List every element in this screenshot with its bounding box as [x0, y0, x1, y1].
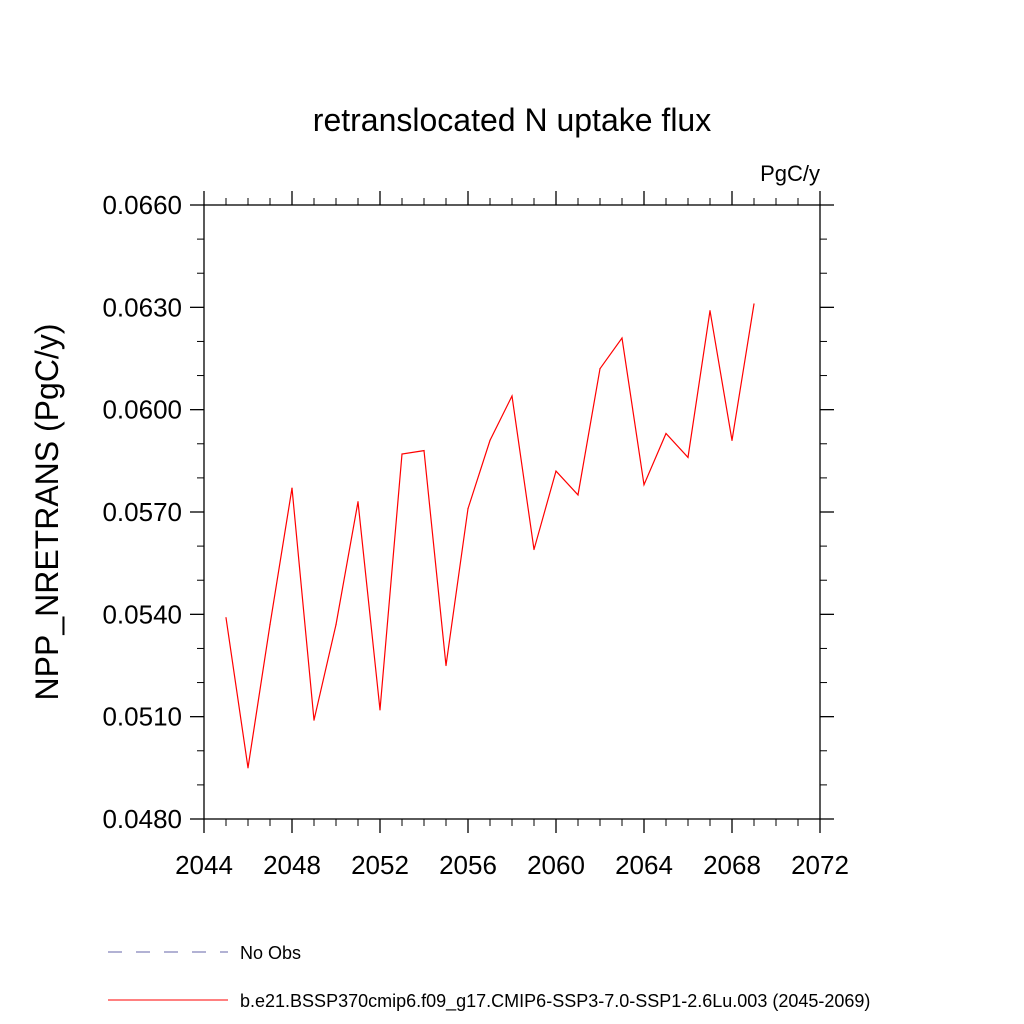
data-point: [577, 494, 579, 496]
x-tick-label: 2068: [703, 850, 761, 880]
y-tick-label: 0.0570: [102, 497, 182, 527]
x-tick-label: 2056: [439, 850, 497, 880]
data-point: [665, 432, 667, 435]
units-label: PgC/y: [760, 161, 820, 186]
y-tick-label: 0.0540: [102, 599, 182, 629]
x-tick-label: 2064: [615, 850, 673, 880]
legend: No Obs b.e21.BSSP370cmip6.f09_g17.CMIP6-S…: [108, 943, 870, 1012]
y-axis-ticks: 0.0480 0.0510 0.0540 0.0570 0.0600 0.0630 0.06…: [102, 190, 834, 834]
x-tick-label: 2044: [175, 850, 233, 880]
data-point: [313, 719, 315, 721]
y-tick-label: 0.0510: [102, 702, 182, 732]
data-point: [269, 623, 271, 626]
data-point: [445, 664, 447, 667]
data-point: [621, 337, 623, 339]
data-point: [357, 501, 359, 503]
x-tick-label: 2052: [351, 850, 409, 880]
data-point: [335, 623, 337, 626]
axes: [203, 204, 821, 820]
data-point: [291, 487, 293, 489]
x-tick-label: 2072: [791, 850, 849, 880]
chart-title: retranslocated N uptake flux: [313, 102, 711, 138]
legend-label: No Obs: [240, 943, 301, 963]
data-point: [423, 450, 425, 452]
data-point: [225, 617, 227, 619]
y-axis-label: NPP_NRETRANS (PgC/y): [29, 324, 65, 701]
data-point: [709, 310, 711, 312]
x-axis-ticks: 2044 2048 2052 2056 2060 2064 2068 2072: [175, 191, 849, 880]
series-layer: [225, 303, 755, 769]
data-point: [599, 368, 601, 370]
data-point: [687, 456, 689, 459]
y-tick-label: 0.0660: [102, 190, 182, 220]
data-point: [247, 767, 249, 769]
y-tick-label: 0.0480: [102, 804, 182, 834]
data-point: [379, 709, 381, 711]
y-tick-label: 0.0600: [102, 395, 182, 425]
x-tick-label: 2048: [263, 850, 321, 880]
data-point: [467, 507, 469, 510]
data-point: [753, 303, 755, 305]
data-point: [643, 484, 645, 486]
data-point: [511, 395, 513, 397]
data-point: [533, 548, 535, 551]
legend-label: b.e21.BSSP370cmip6.f09_g17.CMIP6-SSP3-7.…: [240, 991, 870, 1012]
x-tick-label: 2060: [527, 850, 585, 880]
data-point: [555, 470, 557, 472]
data-point: [401, 453, 403, 455]
y-tick-label: 0.0630: [102, 292, 182, 322]
plot-frame: [203, 204, 821, 820]
data-point: [489, 439, 491, 441]
series-line: [225, 303, 755, 768]
data-point: [731, 439, 733, 441]
